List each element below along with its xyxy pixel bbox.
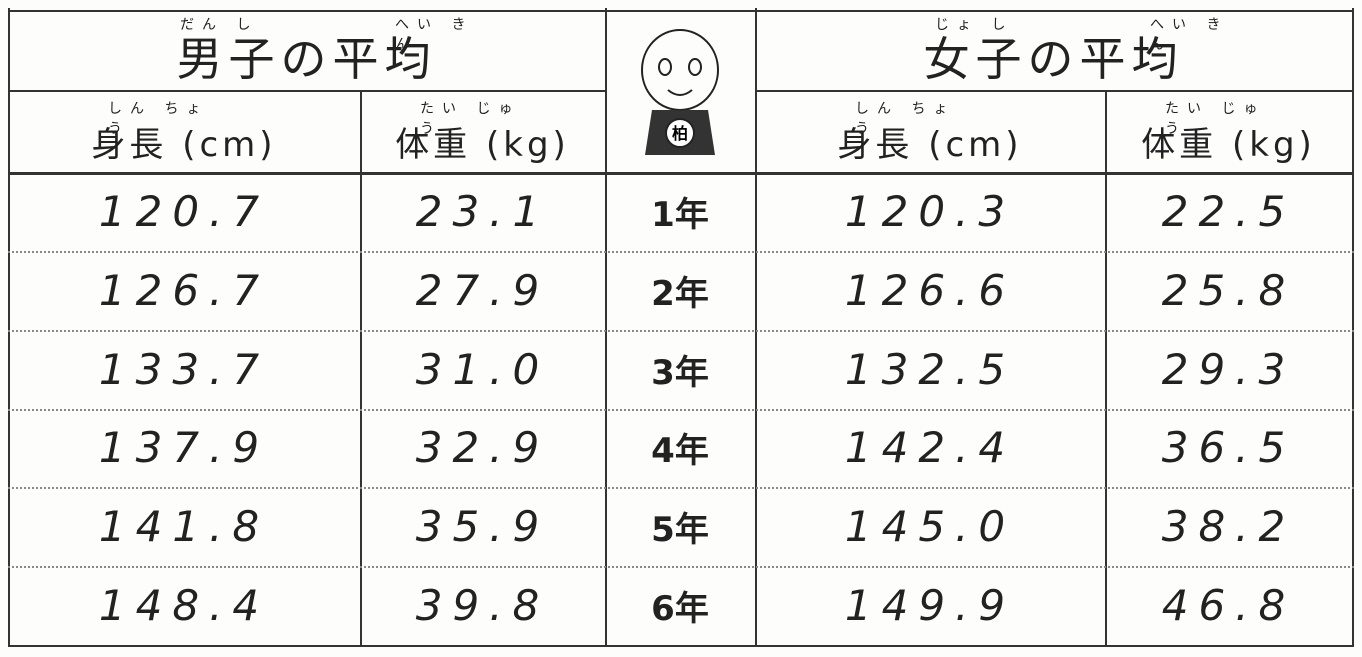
value-cell: 46.8	[1161, 581, 1296, 631]
row-divider	[8, 487, 1354, 490]
boys-ruby: へい きん	[395, 17, 474, 53]
value-cell: 142.4	[844, 423, 1016, 473]
boys-ruby: だん し	[180, 17, 259, 33]
weight-ruby: たい じゅう	[1165, 101, 1266, 137]
value-cell: 141.8	[98, 502, 270, 552]
value-cell: 120.3	[844, 186, 1016, 236]
boys-title: 男子の平均	[176, 32, 437, 86]
grade-label: 5年	[651, 510, 709, 551]
value-cell: 25.8	[1161, 265, 1296, 315]
border	[8, 172, 1354, 175]
value-cell: 36.5	[1161, 423, 1296, 473]
value-cell: 35.9	[415, 502, 550, 552]
weight-header: 体重 (kg)	[395, 124, 570, 165]
row-divider	[8, 408, 1354, 411]
value-cell: 31.0	[415, 344, 550, 394]
border	[8, 8, 10, 645]
girls-ruby: へい きん	[1150, 17, 1229, 53]
value-cell: 137.9	[98, 423, 270, 473]
value-cell: 23.1	[415, 186, 550, 236]
border	[605, 8, 607, 645]
border	[1352, 8, 1354, 645]
border	[755, 90, 1354, 92]
mascot-badge: 柏	[672, 124, 688, 143]
border	[8, 10, 1354, 12]
value-cell: 149.9	[844, 581, 1016, 631]
grade-label: 3年	[651, 352, 709, 393]
value-cell: 32.9	[415, 423, 550, 473]
grade-label: 1年	[651, 194, 709, 235]
grade-label: 2年	[651, 273, 709, 314]
value-cell: 132.5	[844, 344, 1016, 394]
grade-label: 4年	[651, 431, 709, 472]
value-cell: 22.5	[1161, 186, 1296, 236]
border	[360, 90, 362, 645]
value-cell: 39.8	[415, 581, 550, 631]
border	[8, 645, 1354, 647]
value-cell: 126.6	[844, 265, 1016, 315]
value-cell: 27.9	[415, 265, 550, 315]
value-cell: 148.4	[98, 581, 270, 631]
border	[1105, 90, 1107, 645]
value-cell: 126.7	[98, 265, 270, 315]
value-cell: 145.0	[844, 502, 1016, 552]
weight-header: 体重 (kg)	[1141, 124, 1316, 165]
border	[8, 90, 607, 92]
value-cell: 133.7	[98, 344, 270, 394]
value-cell: 38.2	[1161, 502, 1296, 552]
height-ruby: しん ちょう	[108, 101, 209, 137]
row-divider	[8, 329, 1354, 332]
value-cell: 29.3	[1161, 344, 1296, 394]
border	[755, 8, 757, 645]
girls-ruby: じょ し	[935, 17, 1014, 33]
value-cell: 120.7	[98, 186, 270, 236]
grade-label: 6年	[651, 589, 709, 630]
girls-title: 女子の平均	[923, 32, 1184, 86]
height-header: 身長 (cm)	[91, 124, 277, 165]
height-header: 身長 (cm)	[837, 124, 1023, 165]
row-divider	[8, 566, 1354, 569]
mascot: 柏	[641, 29, 719, 155]
row-divider	[8, 250, 1354, 253]
height-ruby: しん ちょう	[855, 101, 956, 137]
weight-ruby: たい じゅう	[420, 101, 521, 137]
